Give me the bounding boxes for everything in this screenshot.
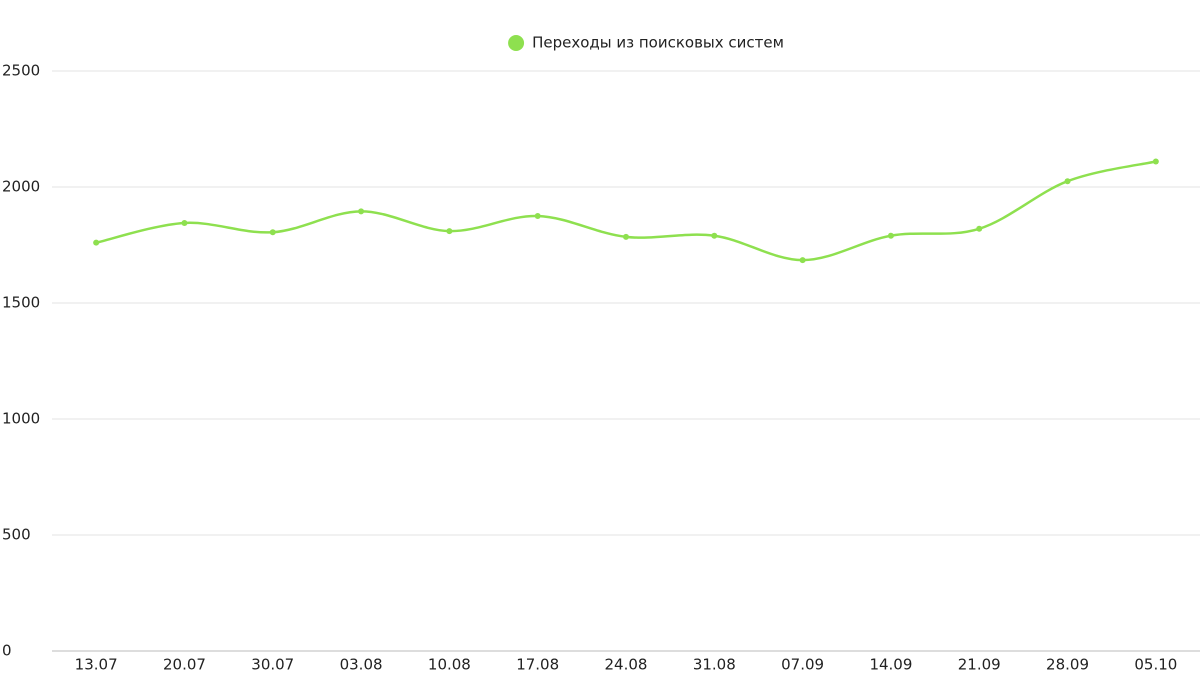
x-tick-label: 20.07: [163, 656, 206, 674]
data-point: [887, 232, 894, 239]
x-tick-label: 13.07: [75, 656, 118, 674]
data-point: [358, 208, 365, 215]
x-tick-label: 03.08: [340, 656, 383, 674]
data-point: [269, 229, 276, 236]
legend-marker: [508, 35, 525, 51]
y-tick-label: 1000: [2, 410, 40, 428]
x-tick-label: 17.08: [516, 656, 559, 674]
data-point: [534, 213, 541, 219]
data-point: [799, 257, 806, 264]
y-tick-label: 500: [2, 526, 31, 544]
x-tick-label: 30.07: [251, 656, 294, 674]
y-tick-label: 1500: [2, 294, 40, 312]
data-point: [711, 232, 718, 239]
data-point: [976, 225, 983, 232]
x-tick-label: 21.09: [958, 656, 1001, 674]
x-tick-label: 10.08: [428, 656, 471, 674]
data-point: [1064, 178, 1071, 185]
legend-label: Переходы из поисковых систем: [532, 34, 784, 52]
y-tick-label: 2000: [2, 178, 40, 196]
y-tick-label: 0: [2, 642, 12, 660]
data-point: [181, 219, 188, 226]
data-point: [446, 228, 453, 235]
series-line: [95, 160, 1157, 262]
data-point: [1152, 158, 1159, 165]
x-tick-label: 28.09: [1046, 656, 1089, 674]
x-tick-label: 31.08: [693, 656, 736, 674]
x-tick-label: 05.10: [1134, 656, 1177, 674]
data-point: [93, 239, 100, 246]
y-tick-label: 2500: [2, 62, 40, 80]
x-tick-label: 07.09: [781, 656, 824, 674]
x-tick-label: 24.08: [605, 656, 648, 674]
x-tick-label: 14.09: [869, 656, 912, 674]
data-point: [623, 233, 629, 240]
